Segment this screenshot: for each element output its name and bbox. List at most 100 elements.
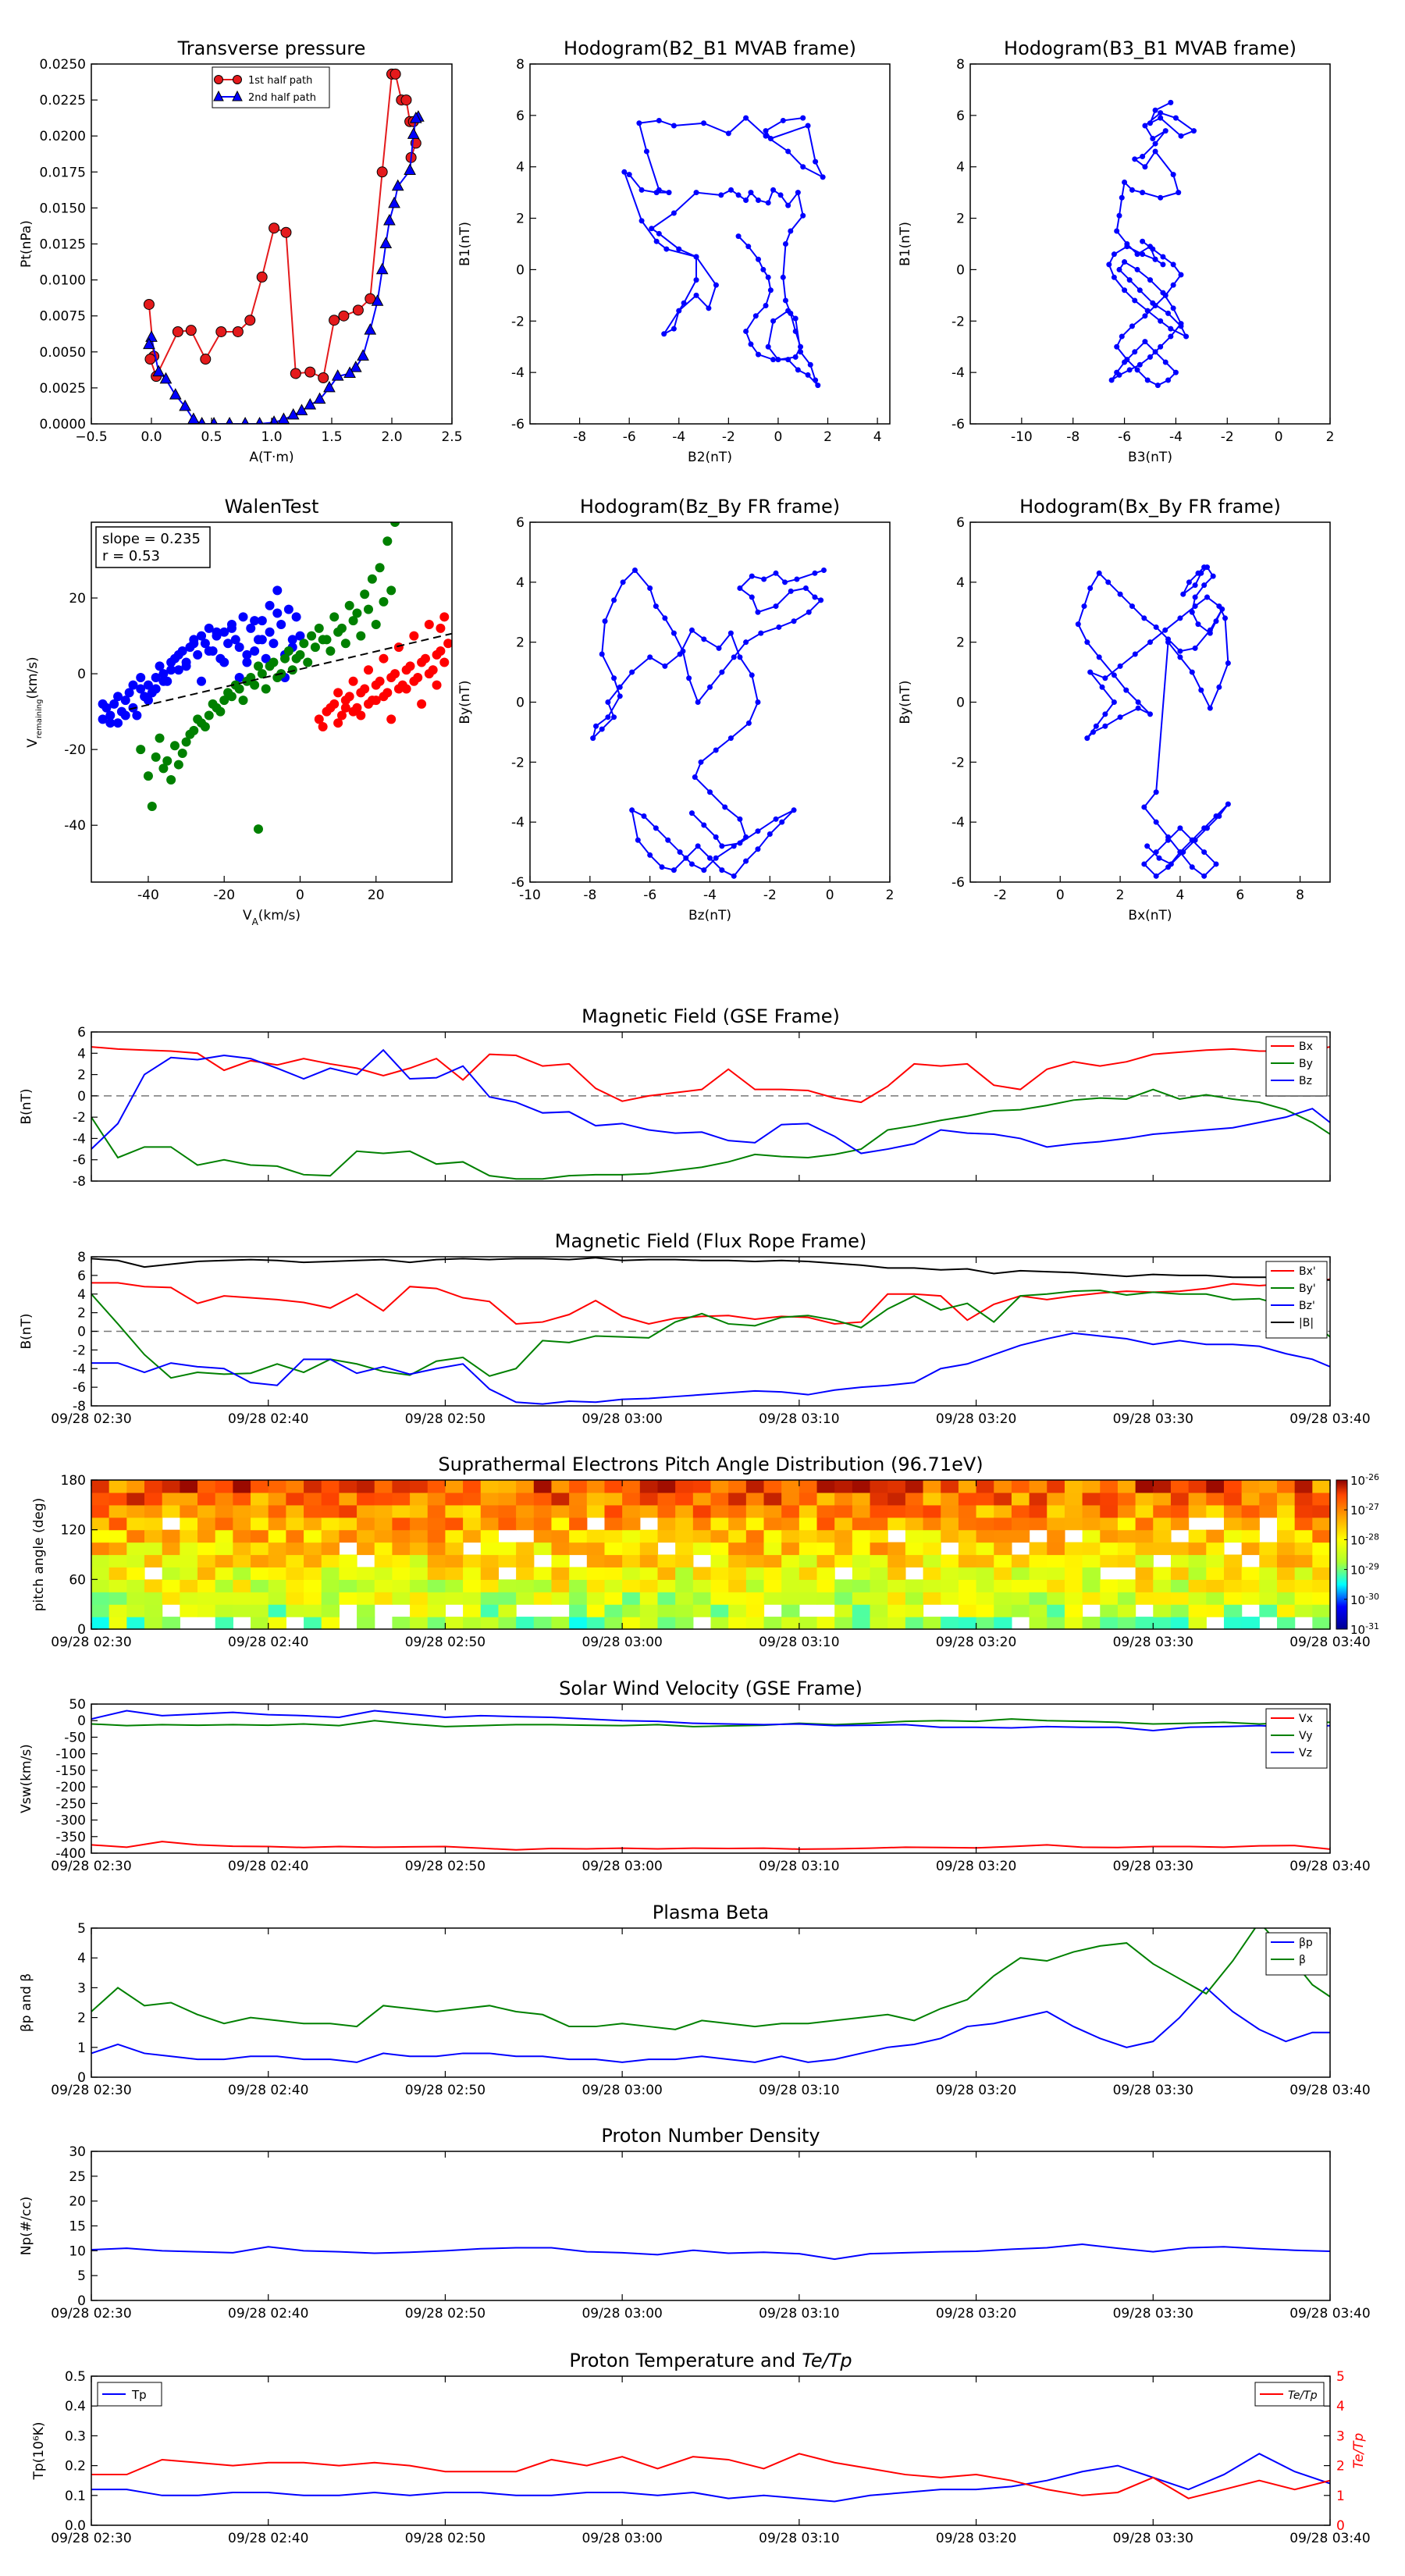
h2-point [1136, 361, 1143, 368]
pad-cell [1047, 1567, 1065, 1580]
pad-cell [108, 1492, 127, 1506]
h1-point [770, 318, 777, 324]
h3-point [791, 618, 797, 624]
h1-point [656, 117, 662, 123]
pad-cell [1100, 1579, 1119, 1592]
walen-point [166, 665, 176, 675]
tp-point [338, 310, 350, 322]
pad-cell [480, 1617, 500, 1630]
pad-cell [1135, 1480, 1154, 1493]
pad-cell [976, 1617, 994, 1630]
pad-cell [215, 1617, 233, 1630]
tp-point [304, 366, 316, 378]
pad-cb-label-base: 10 [1350, 1564, 1365, 1578]
mffr-xtick-label: 09/28 03:00 [582, 1411, 662, 1427]
h4-point [1201, 849, 1208, 856]
h4-point [1084, 735, 1090, 742]
tp-point [383, 213, 396, 226]
pad-cell [1100, 1504, 1119, 1518]
pad-cell [268, 1480, 286, 1493]
pad-cell [144, 1480, 163, 1493]
pad-cell [1170, 1579, 1190, 1592]
h3-point [599, 651, 605, 657]
h4-xlabel: Bx(nT) [1128, 908, 1172, 923]
pad-cell [427, 1542, 446, 1556]
tp-point [200, 354, 212, 365]
tp-point [144, 354, 156, 365]
walen-point [98, 699, 108, 709]
h4-point [1204, 825, 1210, 831]
h1-point [752, 313, 759, 319]
pad-cell [463, 1480, 482, 1493]
pad-cell [321, 1567, 340, 1580]
pad-cell [675, 1579, 694, 1592]
tp2-y2tick-label: 2 [1336, 2459, 1345, 2475]
pad-cell [622, 1517, 641, 1531]
pad-cell [162, 1567, 180, 1580]
h1-ylabel: B1(nT) [457, 222, 473, 266]
tp-point [407, 127, 420, 139]
beta-series-line [91, 1928, 1330, 2030]
h2-point [1168, 333, 1174, 340]
h3-point [653, 603, 659, 610]
vsw-ytick-label: -150 [55, 1763, 86, 1779]
h2-xtick-label: 2 [1326, 429, 1335, 445]
vsw-ytick-label: -300 [55, 1813, 86, 1829]
walen-point [379, 653, 389, 664]
vsw-xtick-label: 09/28 03:10 [759, 1859, 839, 1874]
h4-point [1111, 699, 1117, 705]
pad-cell [91, 1542, 110, 1556]
pad-cell [728, 1542, 747, 1556]
tp2-xtick-label: 09/28 03:30 [1113, 2531, 1193, 2546]
h2-point [1165, 310, 1172, 316]
beta-series-line [91, 1986, 1330, 2063]
pad-cell [357, 1504, 375, 1518]
walen-point [230, 680, 240, 690]
pad-cell [91, 1604, 110, 1617]
pad-cell [463, 1617, 482, 1630]
h1-point [780, 117, 786, 123]
walen-ytick-label: -20 [64, 742, 86, 758]
pad-cell [852, 1517, 871, 1531]
pad-cell [834, 1517, 853, 1531]
pad-cell [870, 1517, 888, 1531]
walen-point [98, 714, 108, 724]
pad-cell [569, 1592, 588, 1605]
pad-cell [1082, 1579, 1101, 1592]
h3-point [758, 630, 764, 636]
h1-point [621, 169, 628, 175]
h1-point [693, 254, 699, 260]
pad-xtick-label: 09/28 02:50 [405, 1635, 486, 1650]
pad-cell [357, 1529, 375, 1543]
h2-point [1142, 339, 1148, 345]
h4-point [1153, 789, 1159, 795]
h1-point [765, 274, 771, 280]
h4-point [1135, 705, 1141, 711]
vsw-legend-label: Vz [1299, 1747, 1312, 1759]
pad-cell [304, 1579, 322, 1592]
pad-cell [321, 1542, 340, 1556]
h1-point [666, 190, 672, 196]
tp-point [269, 222, 280, 234]
h2-point [1178, 272, 1184, 278]
pad-cell [233, 1529, 251, 1543]
pad-cell [1047, 1579, 1065, 1592]
h3-point [641, 813, 647, 819]
vsw-title: Solar Wind Velocity (GSE Frame) [559, 1678, 863, 1699]
pad-cell [91, 1517, 110, 1531]
pad-cell [941, 1554, 959, 1568]
pad-cell [923, 1567, 941, 1580]
pad-cell [321, 1604, 340, 1617]
pad-cell [1135, 1517, 1154, 1531]
pad-cell [1276, 1492, 1296, 1506]
pad-cell [763, 1554, 782, 1568]
pad-cell [304, 1529, 322, 1543]
walen-point [219, 657, 229, 667]
h1-ytick-label: -4 [511, 365, 525, 381]
h1-point [775, 357, 781, 363]
pad-cell [286, 1542, 304, 1556]
pad-cell [994, 1617, 1012, 1630]
pad-cell [763, 1567, 782, 1580]
pad-cell [197, 1542, 216, 1556]
pad-cell [1276, 1567, 1296, 1580]
